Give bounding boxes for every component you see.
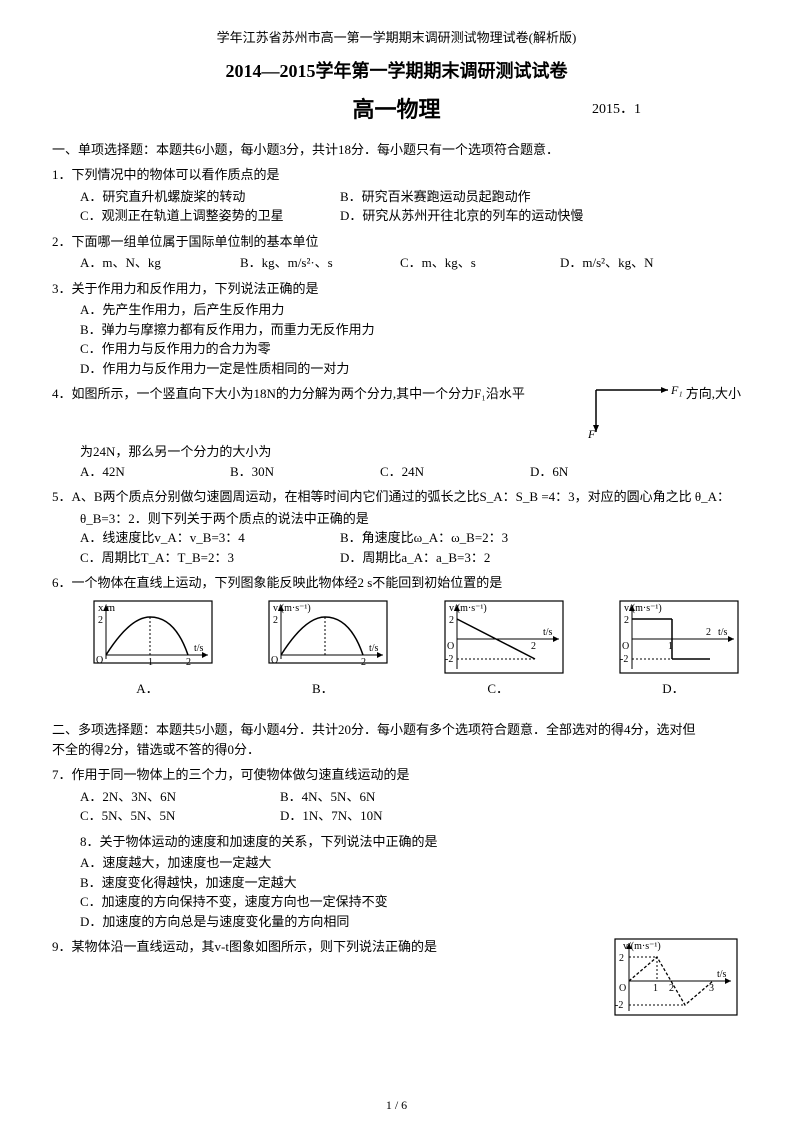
page-number: 1 / 6 xyxy=(0,1096,793,1114)
svg-text:t/s: t/s xyxy=(543,627,553,638)
q8-opt-a: A．速度越大，加速度也一定越大 xyxy=(80,853,741,873)
svg-text:t/s: t/s xyxy=(369,643,379,654)
q6-chart-b: v/(m·s⁻¹) 2 O 2 t/s xyxy=(255,599,390,677)
svg-text:1: 1 xyxy=(668,641,673,652)
q5-line1: 5．A、B两个质点分别做匀速圆周运动，在相等时间内它们通过的弧长之比S_A：S_… xyxy=(52,487,741,507)
svg-text:-2: -2 xyxy=(620,654,628,665)
svg-text:v/(m·s⁻¹): v/(m·s⁻¹) xyxy=(273,603,311,614)
svg-text:v/(m·s⁻¹): v/(m·s⁻¹) xyxy=(624,603,662,614)
svg-text:1: 1 xyxy=(148,657,153,668)
svg-text:t/s: t/s xyxy=(718,627,728,638)
q6-label-d: D． xyxy=(662,679,684,699)
q4-opt-a: A．42N xyxy=(80,462,190,482)
q8-opt-d: D．加速度的方向总是与速度变化量的方向相同 xyxy=(80,912,741,932)
svg-text:2: 2 xyxy=(449,615,454,626)
q3-opt-b: B．弹力与摩擦力都有反作用力，而重力无反作用力 xyxy=(80,320,741,340)
q7-opt-c: C．5N、5N、5N xyxy=(80,806,240,826)
svg-text:2: 2 xyxy=(361,657,366,668)
q2-opt-a: A．m、N、kg xyxy=(80,253,200,273)
svg-text:2: 2 xyxy=(619,953,624,964)
q9-figure: v/(m·s⁻¹) 2 -2 O 1 2 3 t/s xyxy=(601,937,741,1017)
q4-f1-label: F₁ xyxy=(670,383,683,397)
q1-opt-a: A．研究直升机螺旋桨的转动 xyxy=(80,187,300,207)
q3-opt-c: C．作用力与反作用力的合力为零 xyxy=(80,339,741,359)
svg-text:2: 2 xyxy=(669,983,674,994)
svg-text:t/s: t/s xyxy=(194,643,204,654)
svg-text:2: 2 xyxy=(624,615,629,626)
q6-charts: x/m 2 O 1 2 t/s A． v/(m·s⁻¹) 2 O 2 t/s B… xyxy=(80,599,741,699)
svg-text:-2: -2 xyxy=(445,654,453,665)
q4-line1b: 方向,大小 xyxy=(686,384,741,404)
svg-text:2: 2 xyxy=(186,657,191,668)
q5-opt-c: C．周期比T_A：T_B=2：3 xyxy=(80,548,300,568)
title-main: 2014—2015学年第一学期期末调研测试试卷 xyxy=(52,58,741,85)
q1-opt-d: D．研究从苏州开往北京的列车的运动快慢 xyxy=(340,206,583,226)
q7-opt-a: A．2N、3N、6N xyxy=(80,787,240,807)
q1-stem: 1．下列情况中的物体可以看作质点的是 xyxy=(52,165,741,185)
q7-stem: 7．作用于同一物体上的三个力，可使物体做匀速直线运动的是 xyxy=(52,765,741,785)
svg-text:1: 1 xyxy=(653,983,658,994)
section-1-heading: 一、单项选择题：本题共6小题，每小题3分，共计18分．每小题只有一个选项符合题意… xyxy=(52,140,741,160)
q6-label-c: C． xyxy=(487,679,509,699)
q5-opt-b: B．角速度比ω_A：ω_B=2：3 xyxy=(340,528,560,548)
q2-opt-c: C．m、kg、s xyxy=(400,253,520,273)
q5-line2: θ_B=3：2．则下列关于两个质点的说法中正确的是 xyxy=(52,509,741,529)
q4-line1: 4．如图所示，一个竖直向下大小为18N的力分解为两个分力,其中一个分力F₁沿水平 xyxy=(52,386,525,401)
svg-text:3: 3 xyxy=(709,983,714,994)
svg-text:O: O xyxy=(619,983,626,994)
q8-opt-c: C．加速度的方向保持不变，速度方向也一定保持不变 xyxy=(80,892,741,912)
q1-opt-c: C．观测正在轨道上调整姿势的卫星 xyxy=(80,206,300,226)
exam-date: 2015．1 xyxy=(592,99,641,120)
q3-opt-a: A．先产生作用力，后产生反作用力 xyxy=(80,300,741,320)
svg-text:-2: -2 xyxy=(615,1000,623,1011)
q6-label-b: B． xyxy=(312,679,334,699)
svg-text:O: O xyxy=(447,641,454,652)
svg-text:2: 2 xyxy=(706,627,711,638)
q2-stem: 2．下面哪一组单位属于国际单位制的基本单位 xyxy=(52,232,741,252)
q8-opt-b: B．速度变化得越快，加速度一定越大 xyxy=(80,873,741,893)
q4-opt-d: D．6N xyxy=(530,462,640,482)
q4-opt-b: B．30N xyxy=(230,462,340,482)
q4-line2: 为24N，那么另一个分力的大小为 xyxy=(52,442,741,462)
q4-opt-c: C．24N xyxy=(380,462,490,482)
q5-opt-a: A．线速度比v_A：v_B=3：4 xyxy=(80,528,300,548)
q7-opt-b: B．4N、5N、6N xyxy=(280,787,500,807)
svg-text:O: O xyxy=(622,641,629,652)
q3-stem: 3．关于作用力和反作用力，下列说法正确的是 xyxy=(52,279,741,299)
q2-opt-d: D．m/s²、kg、N xyxy=(560,253,680,273)
q6-chart-d: v/(m·s⁻¹) 2 -2 O 1 2 t/s xyxy=(606,599,741,677)
q2-opt-b: B．kg、m/s²·、s xyxy=(240,253,360,273)
title-subject: 高一物理 xyxy=(352,97,440,122)
q3-opt-d: D．作用力与反作用力一定是性质相同的一对力 xyxy=(80,359,741,379)
section-2-line1: 二、多项选择题：本题共5小题，每小题4分．共计20分．每小题有多个选项符合题意．… xyxy=(52,720,741,740)
svg-text:O: O xyxy=(96,655,103,666)
svg-text:2: 2 xyxy=(273,615,278,626)
q1-opt-b: B．研究百米赛跑运动员起跑动作 xyxy=(340,187,560,207)
q6-chart-a: x/m 2 O 1 2 t/s xyxy=(80,599,215,677)
q6-label-a: A． xyxy=(136,679,158,699)
q4-figure: F₁ F xyxy=(588,384,678,440)
q8-stem: 8．关于物体运动的速度和加速度的关系，下列说法中正确的是 xyxy=(52,832,741,852)
svg-text:2: 2 xyxy=(531,641,536,652)
svg-text:O: O xyxy=(271,655,278,666)
svg-text:2: 2 xyxy=(98,615,103,626)
q4-f-label: F xyxy=(587,427,596,441)
q7-opt-d: D．1N、7N、10N xyxy=(280,806,500,826)
q6-stem: 6．一个物体在直线上运动，下列图象能反映此物体经2 s不能回到初始位置的是 xyxy=(52,573,741,593)
q5-opt-d: D．周期比a_A：a_B=3：2 xyxy=(340,548,560,568)
doc-header: 学年江苏省苏州市高一第一学期期末调研测试物理试卷(解析版) xyxy=(52,28,741,48)
q6-chart-c: v/(m·s⁻¹) 2 -2 O 2 t/s xyxy=(431,599,566,677)
svg-text:v/(m·s⁻¹): v/(m·s⁻¹) xyxy=(449,603,487,614)
svg-text:t/s: t/s xyxy=(717,969,727,980)
q9-stem: 9．某物体沿一直线运动，其v-t图象如图所示，则下列说法正确的是 xyxy=(52,937,601,957)
section-2-line2: 不全的得2分，错选或不答的得0分． xyxy=(52,740,741,760)
